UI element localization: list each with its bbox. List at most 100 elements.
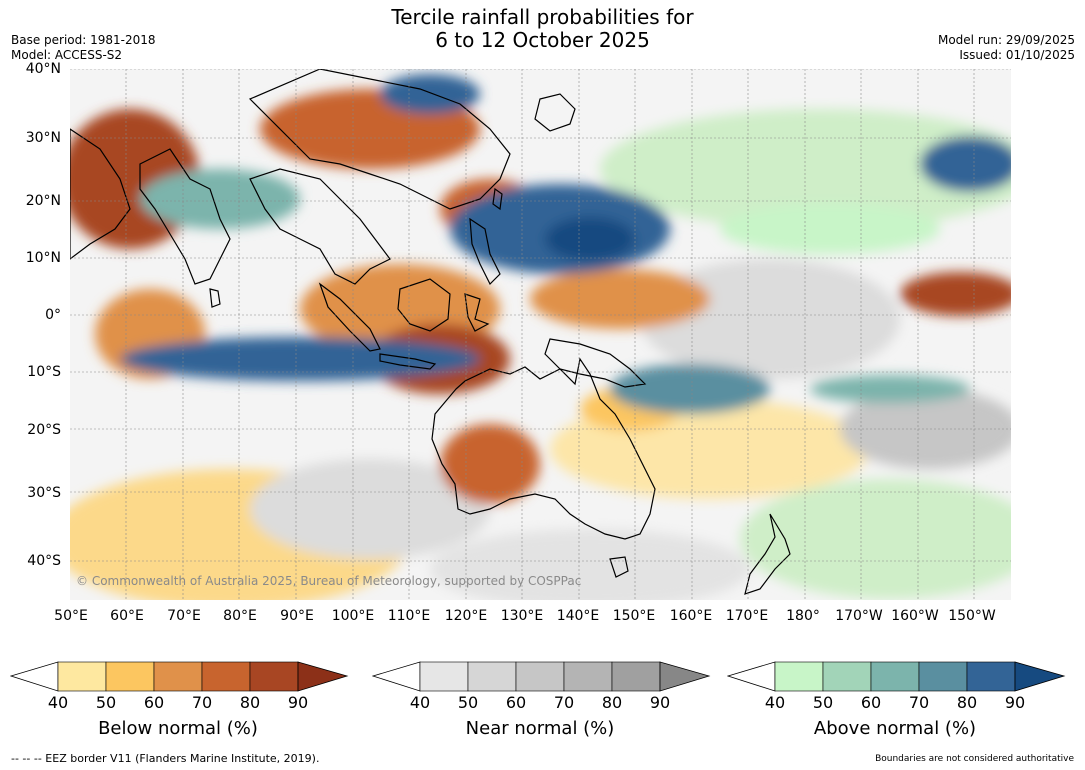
cb-tick: 70 [553,693,575,712]
lon-label: 70°E [167,608,201,624]
cb-tick: 40 [764,693,786,712]
base-period: Base period: 1981-2018 [11,33,156,47]
colorbar-svg [726,661,1066,692]
field-above-india [140,169,300,229]
lon-label: 50°E [54,608,88,624]
colorbar-near-normal [371,660,712,698]
lon-label: 160°E [669,608,713,624]
lon-label: 170°W [835,608,883,624]
field-above-south-pacific [740,479,1011,599]
field-near-indian [250,459,490,559]
lat-label: 40°N [25,61,61,77]
lon-label: 80°E [223,608,257,624]
cb-tick: 90 [649,693,671,712]
colorbar-segment [57,661,107,692]
sulawesi-coast [464,293,490,332]
field-near-east-pacific [840,389,1011,469]
colorbar-segment [153,661,203,692]
cb-tick: 60 [505,693,527,712]
colorbar-extend-high [659,661,711,692]
lon-label: 60°E [110,608,144,624]
meta-left: Base period: 1981-2018 Model: ACCESS-S2 [11,33,156,63]
field-below-west-pacific [530,269,710,329]
field-below-nw-australia [440,424,540,504]
new-zealand-coast [744,513,791,595]
colorbar-extend-low [9,661,59,692]
java-coast [379,353,437,370]
field-above-indian-band [120,337,480,381]
field-near-central-pacific [640,259,900,379]
coastlines [70,69,791,595]
field-above-philippine-core [545,217,635,261]
lon-label: 90°E [280,608,314,624]
meta-right: Model run: 29/09/2025 Issued: 01/10/2025 [938,33,1075,63]
arabia-coast [70,128,131,260]
eez-border-note: -- -- -- EEZ border V11 (Flanders Marine… [11,752,320,765]
cb-tick: 50 [812,693,834,712]
philippines-coast [469,217,501,286]
borneo-coast [397,278,451,332]
boundaries-disclaimer: Boundaries are not considered authoritat… [875,754,1074,764]
cb-tick: 60 [860,693,882,712]
lat-label: 20°N [25,193,61,209]
field-above-ne-pacific [920,136,1011,192]
lon-label: 120°E [444,608,488,624]
taiwan-coast [492,187,503,211]
cb-tick: 40 [47,693,69,712]
new-guinea-coast [544,338,647,388]
map-title-line1: Tercile rainfall probabilities for [391,5,694,29]
se-asia-coast [249,168,391,285]
australia-coast [431,357,656,540]
cb-tick: 70 [191,693,213,712]
field-above-north-china [380,74,480,114]
cb-tick: 90 [1004,693,1026,712]
lon-label: 150°W [948,608,996,624]
field-above-pacific [720,204,940,254]
india-coast [139,148,231,285]
colorbar-title-near: Near normal (%) [465,718,615,739]
lat-label: 0° [45,307,61,323]
cb-tick: 80 [239,693,261,712]
field-above-coral [610,364,770,414]
sumatra-coast [318,282,381,352]
lat-label: 30°N [25,130,61,146]
colorbar-above-normal [726,660,1067,698]
colorbar-title-below: Below normal (%) [98,718,258,739]
issued-date: Issued: 01/10/2025 [959,48,1075,62]
colorbar-below-normal [9,660,350,698]
lat-label: 40°S [27,553,61,569]
colorbar-extend-low [371,661,421,692]
lat-label: 20°S [27,422,61,438]
lon-label: 140°E [556,608,600,624]
colorbar-svg [9,661,349,692]
sri-lanka-coast [209,288,221,308]
lon-label: 100°E [331,608,375,624]
colorbar-segment [467,661,517,692]
cb-tick: 50 [95,693,117,712]
probability-fields [70,74,1011,600]
cb-tick: 50 [457,693,479,712]
colorbar-segment [822,661,872,692]
colorbar-extend-high [297,661,349,692]
colorbar-segment [563,661,613,692]
lat-label: 30°S [27,485,61,501]
lon-label: 180° [786,608,820,624]
field-near-tasman [430,529,750,600]
colorbar-segment [611,661,661,692]
lon-label: 110°E [387,608,431,624]
cb-tick: 80 [601,693,623,712]
map-canvas [70,69,1011,600]
field-above-south-pacific-band [810,375,970,403]
cb-tick: 70 [908,693,930,712]
cb-tick: 60 [143,693,165,712]
model-name: Model: ACCESS-S2 [11,48,123,62]
cb-tick: 90 [287,693,309,712]
colorbar-segment [105,661,155,692]
lat-label: 10°N [25,250,61,266]
colorbar-segment [918,661,968,692]
colorbar-segment [515,661,565,692]
japan-coast [534,93,576,132]
colorbar-segment [201,661,251,692]
colorbar-segment [419,661,469,692]
copyright-notice: © Commonwealth of Australia 2025, Bureau… [76,574,582,588]
